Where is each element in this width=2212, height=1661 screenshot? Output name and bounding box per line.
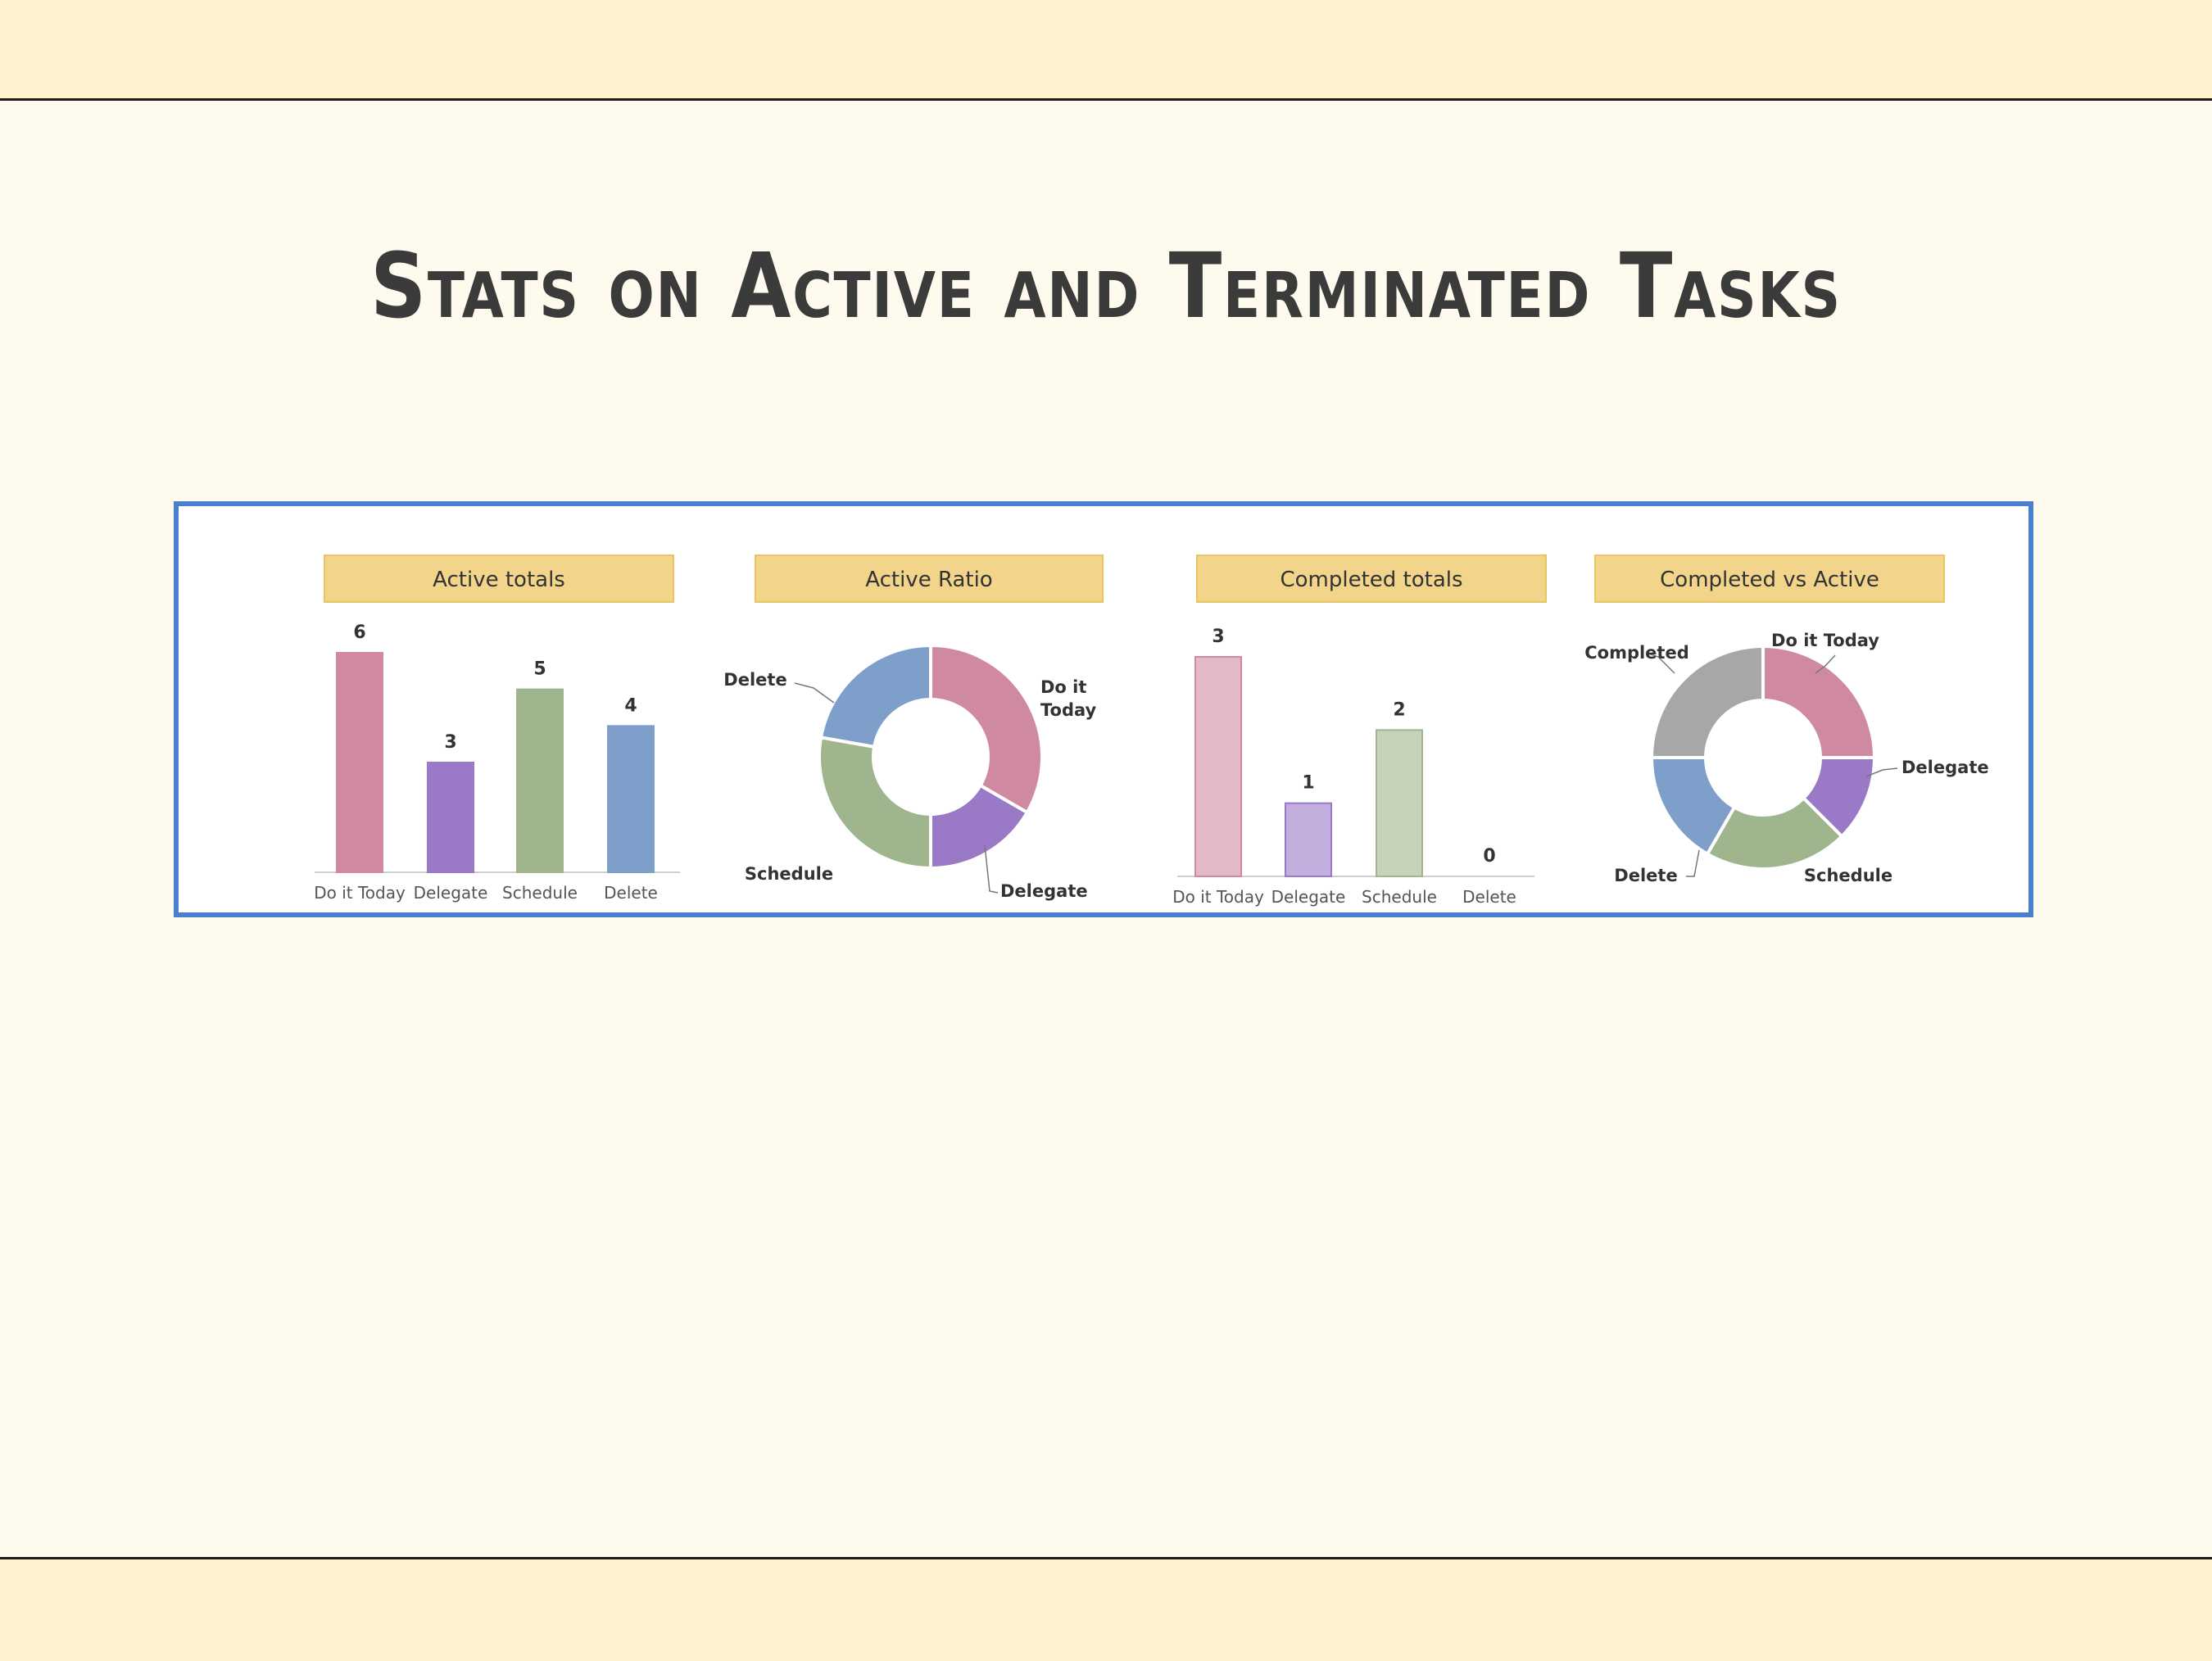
slice-delete-active-ratio: [818, 643, 932, 749]
chart-title-box-4: [1594, 554, 1945, 603]
slice-label-do-it-today-completed-vs-active: Do it Today: [1771, 631, 1879, 650]
chart-title-1: Active totals: [433, 568, 565, 592]
data-label-delegate-completed-totals: 1: [1302, 773, 1314, 794]
tick-label-do-it-today-active-totals: Do it Today: [314, 883, 406, 903]
leader-line-completed-completed-vs-active: [1648, 653, 1675, 674]
bottom-band: [0, 1557, 2212, 1661]
slice-schedule-completed-vs-active: [1705, 795, 1844, 871]
charts-panel: Active totals Active Ratio Completed total…: [174, 501, 2033, 917]
tick-label-do-it-today-completed-totals: Do it Today: [1172, 887, 1264, 907]
leader-line-delete-completed-vs-active: [1686, 849, 1700, 877]
leader-line-delete-active-ratio: [794, 682, 835, 704]
bar-schedule-active-totals: [516, 688, 564, 873]
data-label-delete-active-totals: 4: [624, 695, 637, 716]
bar-delegate-active-totals: [427, 762, 474, 873]
data-label-schedule-completed-totals: 2: [1393, 699, 1405, 720]
bar-do-it-today-active-totals: [336, 652, 383, 873]
chart-title-box-3: [1196, 554, 1547, 603]
leader-line-do-it-today-completed-vs-active: [1815, 654, 1836, 674]
chart-title-3: Completed totals: [1280, 568, 1462, 592]
chart-title-box-1: [324, 554, 674, 603]
tick-label-schedule-active-totals: Schedule: [502, 883, 578, 903]
data-label-schedule-active-totals: 5: [533, 659, 546, 680]
leader-line-delegate-active-ratio: [984, 844, 999, 894]
chart-title-box-2: [755, 554, 1104, 603]
slice-do-it-today-active-ratio: [929, 643, 1044, 815]
slice-label-delete-active-ratio: Delete: [723, 670, 786, 690]
slice-label-do-it-today-active-ratio: Do it Today: [1040, 677, 1097, 720]
leader-line-delegate-completed-vs-active: [1865, 767, 1898, 777]
slide-title: Stats on Active and Terminated Tasks: [370, 233, 1842, 338]
slice-schedule-active-ratio: [818, 735, 932, 871]
tick-label-delegate-active-totals: Delegate: [414, 883, 488, 903]
slice-label-schedule-completed-vs-active: Schedule: [1804, 866, 1892, 885]
slice-completed-completed-vs-active: [1649, 644, 1765, 759]
slice-label-delegate-active-ratio: Delegate: [1000, 881, 1088, 901]
data-label-delete-completed-totals: 0: [1483, 846, 1495, 867]
bar-do-it-today-completed-totals: [1194, 656, 1242, 877]
bar-delete-active-totals: [607, 725, 655, 874]
data-label-do-it-today-completed-totals: 3: [1212, 627, 1224, 647]
tick-label-schedule-completed-totals: Schedule: [1362, 887, 1437, 907]
slice-do-it-today-completed-vs-active: [1761, 644, 1877, 759]
slice-label-delete-completed-vs-active: Delete: [1614, 866, 1677, 885]
slice-label-schedule-active-ratio: Schedule: [745, 864, 833, 884]
tick-label-delete-active-totals: Delete: [604, 883, 658, 903]
chart-title-2: Active Ratio: [865, 568, 992, 592]
slice-label-completed-completed-vs-active: Completed: [1584, 643, 1689, 663]
bar-delegate-completed-totals: [1285, 802, 1332, 877]
charts-svg: Active totals Active Ratio Completed total…: [314, 554, 1989, 907]
chart-title-4: Completed vs Active: [1660, 568, 1879, 592]
tick-label-delete-completed-totals: Delete: [1462, 887, 1516, 907]
slice-label-delegate-completed-vs-active: Delegate: [1902, 758, 1989, 777]
data-label-delegate-active-totals: 3: [444, 732, 456, 753]
data-label-do-it-today-active-totals: 6: [353, 622, 365, 643]
top-band: [0, 0, 2212, 101]
bar-schedule-completed-totals: [1376, 729, 1423, 878]
tick-label-delegate-completed-totals: Delegate: [1271, 887, 1346, 907]
